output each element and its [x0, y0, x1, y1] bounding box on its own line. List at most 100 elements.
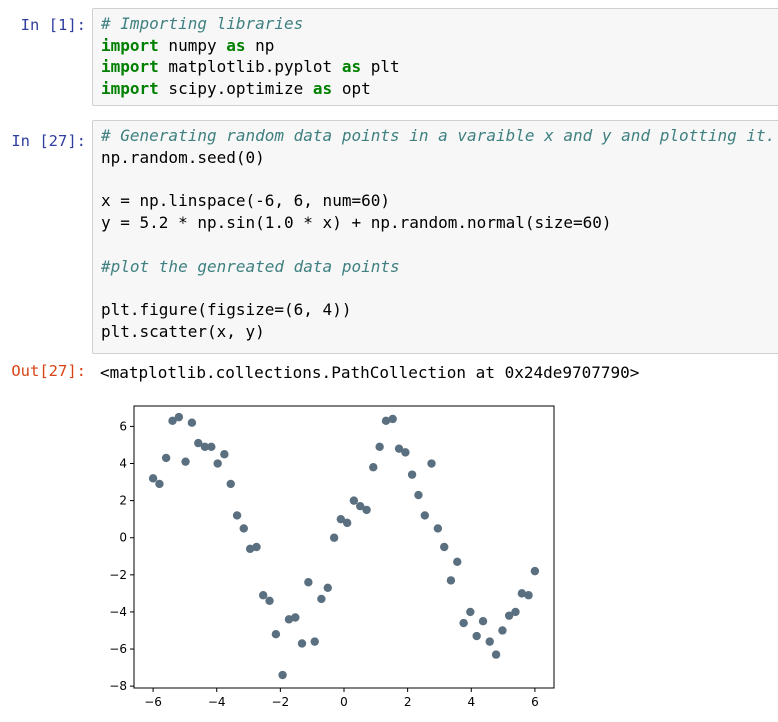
scatter-point [304, 578, 313, 587]
scatter-point [491, 650, 501, 659]
scatter-point [524, 591, 533, 600]
code-cell-1[interactable]: In [1]: # Importing libraries import nump… [0, 8, 778, 108]
code-name: np [245, 35, 275, 55]
scatter-point [336, 514, 346, 524]
scatter-point [485, 637, 494, 646]
scatter-point [394, 444, 404, 453]
scatter-point [284, 615, 294, 624]
scatter-point [369, 463, 378, 472]
output-prompt: Out[27]: [11, 362, 86, 380]
code-line: #plot the genreated data points [101, 256, 400, 278]
scatter-point [375, 442, 384, 452]
y-tick-label: 6 [119, 419, 127, 433]
code-line: plt.scatter(x, y) [101, 321, 265, 343]
scatter-plot: −6 −4 −2 0 2 4 6 −8 −6 −4 −2 0 2 4 6 [109, 405, 555, 709]
code-line: plt.figure(figsize=(6, 4)) [101, 299, 351, 321]
y-tick-label: −6 [109, 642, 127, 656]
y-tick-label: 4 [119, 457, 127, 471]
scatter-point [504, 611, 514, 620]
scatter-point [498, 626, 507, 635]
code-keyword: import [101, 57, 159, 76]
scatter-point [381, 416, 391, 426]
code-text: np.random.seed(0) [101, 147, 265, 167]
code-comment: # Generating random data points in a var… [101, 126, 776, 145]
scatter-point [271, 629, 281, 639]
code-text: plt.figure(figsize=(6, 4)) [101, 300, 352, 320]
code-name: plt [361, 57, 400, 76]
code-keyword: as [312, 78, 333, 98]
scatter-point [511, 607, 520, 617]
scatter-point [517, 589, 527, 598]
code-cell-2[interactable]: In [27]: # Generating random data points… [0, 120, 778, 360]
scatter-point [433, 524, 443, 533]
scatter-point [258, 591, 268, 600]
x-tick-label: 0 [340, 695, 348, 709]
scatter-point [232, 511, 242, 520]
output-area: Out[27]: <matplotlib.collections.PathCol… [0, 360, 778, 722]
scatter-point [356, 501, 365, 511]
scatter-point [181, 457, 190, 466]
x-tick-label: −2 [272, 695, 290, 709]
scatter-point [323, 583, 332, 593]
code-line: y = 5.2 * np.sin(1.0 * x) + np.random.no… [101, 212, 612, 234]
input-prompt-2: In [27]: [11, 132, 86, 150]
y-tick-label: 0 [119, 531, 127, 545]
scatter-point [329, 533, 339, 542]
scatter-point [187, 418, 197, 427]
scatter-point [226, 479, 235, 489]
scatter-point [478, 617, 488, 626]
scatter-point [265, 596, 274, 606]
code-editor-1[interactable]: # Importing libraries import numpy as np i… [92, 8, 778, 106]
code-line: import matplotlib.pyplot as plt [101, 56, 400, 78]
code-name: opt [332, 78, 371, 98]
scatter-point [530, 566, 540, 576]
code-keyword: import [101, 35, 159, 55]
scatter-point [420, 511, 430, 520]
code-comment: # Importing libraries [101, 14, 304, 33]
code-text: y = 5.2 * np.sin(1.0 * x) + np.random.no… [101, 213, 612, 233]
y-tick-label: −2 [109, 568, 127, 582]
code-name: numpy [158, 35, 227, 55]
scatter-point [168, 416, 177, 426]
x-tick-label: 4 [467, 695, 475, 709]
y-tick-label: −8 [109, 679, 127, 693]
code-line: import scipy.optimize as opt [101, 78, 371, 100]
y-tick-label: −4 [109, 605, 127, 619]
scatter-point [349, 496, 359, 505]
scatter-point [252, 542, 261, 552]
scatter-point [427, 459, 436, 468]
y-tick-label: 2 [119, 494, 127, 508]
scatter-point [472, 631, 481, 641]
scatter-point [278, 670, 287, 680]
scatter-point [213, 459, 222, 468]
scatter-point [161, 453, 171, 463]
code-text: plt.scatter(x, y) [101, 322, 265, 342]
scatter-point [297, 639, 307, 648]
code-line: # Importing libraries [101, 13, 303, 35]
scatter-point [401, 448, 410, 457]
scatter-point [200, 442, 210, 452]
code-editor-2[interactable]: # Generating random data points in a var… [92, 120, 778, 354]
code-line: np.random.seed(0) [101, 147, 265, 169]
code-comment: #plot the genreated data points [101, 256, 400, 276]
scatter-point [362, 505, 371, 515]
x-tick-label: −6 [144, 695, 162, 709]
scatter-point [453, 557, 462, 567]
scatter-point [291, 613, 300, 622]
scatter-point [148, 474, 158, 483]
scatter-point [239, 524, 248, 533]
scatter-point [388, 414, 397, 424]
plot-frame [133, 405, 555, 689]
scatter-point [220, 450, 229, 459]
scatter-point [245, 544, 255, 554]
scatter-point [207, 442, 216, 452]
x-tick-label: 2 [404, 695, 412, 709]
code-keyword: import [101, 78, 159, 98]
scatter-point [466, 607, 475, 617]
scatter-point [342, 518, 352, 528]
code-name: matplotlib.pyplot [158, 57, 342, 76]
output-text: <matplotlib.collections.PathCollection a… [100, 363, 640, 382]
scatter-point [317, 594, 326, 604]
x-tick-label: 6 [531, 695, 539, 709]
x-tick-label: −4 [208, 695, 226, 709]
